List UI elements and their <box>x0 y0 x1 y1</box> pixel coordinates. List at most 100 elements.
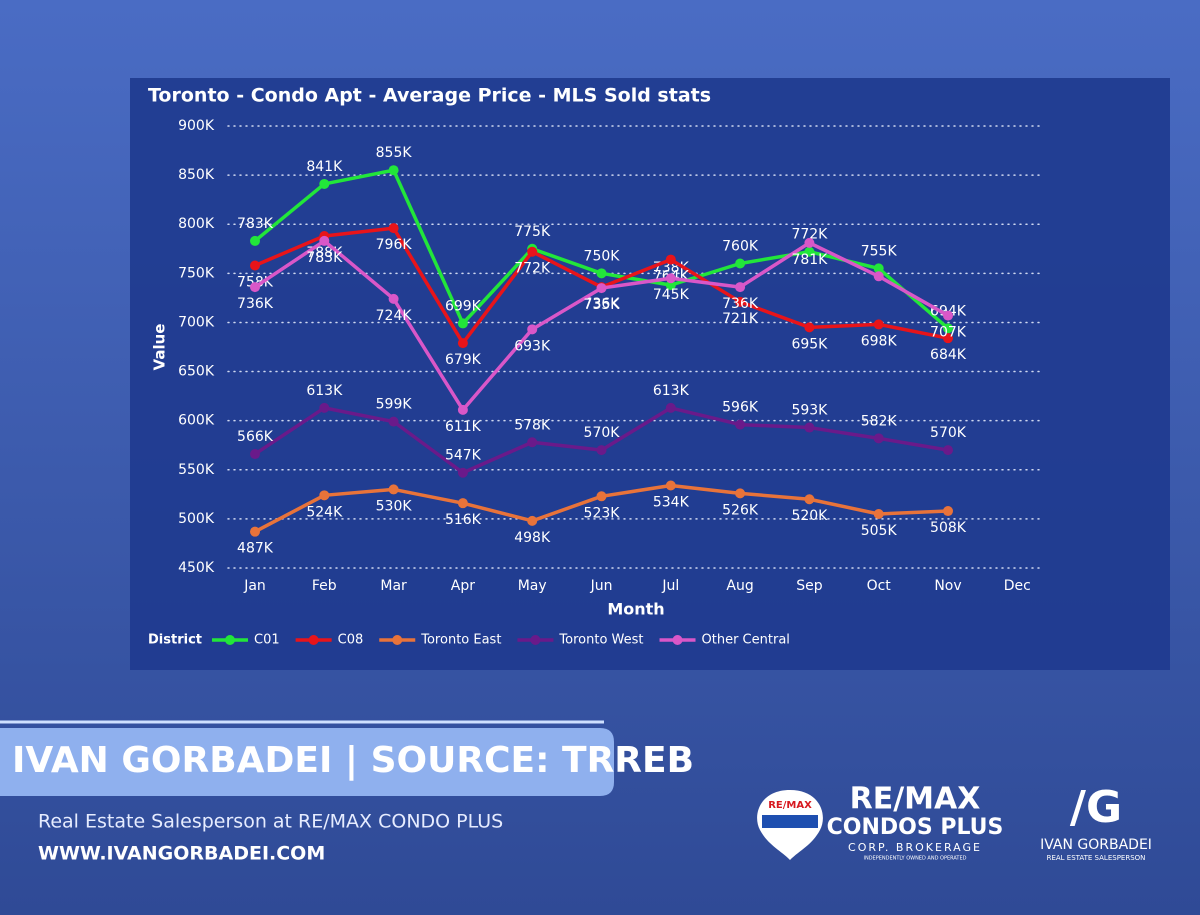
data-label: 707K <box>930 325 967 341</box>
data-label: 698K <box>861 333 898 349</box>
banner-text: IVAN GORBADEI | SOURCE: TRREB <box>12 740 694 781</box>
data-label: 578K <box>514 417 551 433</box>
data-point <box>665 254 676 265</box>
legend-marker <box>672 635 683 645</box>
data-point <box>250 282 260 293</box>
data-point <box>804 246 815 257</box>
brokerage-line1: RE/MAX <box>850 782 981 817</box>
x-tick-label: Oct <box>867 578 892 594</box>
data-label: 855K <box>376 145 413 161</box>
data-point <box>388 416 399 427</box>
data-label: 570K <box>584 425 621 441</box>
x-tick-label: Jun <box>590 578 613 594</box>
data-point <box>873 271 884 282</box>
data-label: 695K <box>791 336 828 352</box>
brokerage-line3: CORP. BROKERAGE <box>848 841 982 854</box>
data-label: 505K <box>861 523 898 539</box>
legend-label: C01 <box>254 633 280 648</box>
data-label: 699K <box>445 298 482 314</box>
data-point <box>943 333 953 344</box>
legend-label: Other Central <box>702 633 790 648</box>
data-label: 599K <box>376 397 413 413</box>
data-point <box>735 258 746 269</box>
data-point <box>804 422 815 433</box>
legend-label: Toronto West <box>558 633 643 648</box>
data-label: 596K <box>722 400 759 416</box>
brokerage-line4: INDEPENDENTLY OWNED AND OPERATED <box>863 856 966 862</box>
data-label: 593K <box>791 403 828 419</box>
data-label: 760K <box>722 239 759 255</box>
data-label: 745K <box>653 287 690 303</box>
data-point <box>735 419 746 430</box>
data-label: 783K <box>306 250 343 266</box>
x-tick-label: Jul <box>661 578 679 594</box>
chart-title: Toronto - Condo Apt - Average Price - ML… <box>148 85 711 107</box>
data-point <box>457 338 468 349</box>
data-label: 611K <box>445 419 482 435</box>
legend-title: District <box>148 633 202 648</box>
data-point <box>388 484 399 495</box>
data-point <box>319 235 330 246</box>
data-label: 487K <box>237 541 274 557</box>
data-point <box>319 490 330 501</box>
data-label: 781K <box>791 252 828 268</box>
banner-shape <box>0 728 614 796</box>
data-point <box>250 526 260 537</box>
data-point <box>943 323 953 334</box>
y-tick-label: 750K <box>178 265 215 281</box>
y-axis-title: Value <box>151 324 169 371</box>
data-point <box>735 296 746 307</box>
data-label: 775K <box>514 224 551 240</box>
data-label: 547K <box>445 448 482 464</box>
data-label: 520K <box>791 508 828 524</box>
data-label: 530K <box>376 498 413 514</box>
x-tick-label: Nov <box>934 578 961 594</box>
data-label: 755K <box>861 243 898 259</box>
data-point <box>527 437 538 448</box>
data-point <box>665 280 676 291</box>
data-label: 613K <box>306 383 343 399</box>
data-point <box>319 178 330 189</box>
data-point <box>873 263 884 274</box>
data-point <box>943 445 953 456</box>
data-label: 721K <box>722 311 759 327</box>
data-label: 679K <box>445 352 482 368</box>
legend: C01 C08 Toronto East Toronto West Other Cent… <box>212 633 790 648</box>
data-point <box>388 165 399 176</box>
data-label: 735K <box>584 297 621 313</box>
monogram: /G <box>1070 782 1122 833</box>
data-point <box>596 268 607 279</box>
x-tick-label: Apr <box>451 578 475 594</box>
data-point <box>804 322 815 333</box>
data-label: 772K <box>514 261 551 277</box>
y-tick-label: 900K <box>178 118 215 134</box>
x-tick-label: May <box>518 578 547 594</box>
subtitle: Real Estate Salesperson at RE/MAX CONDO … <box>38 811 503 833</box>
data-point <box>388 293 399 304</box>
legend-label: Toronto East <box>420 633 501 648</box>
data-label: 736K <box>237 296 274 312</box>
data-point <box>735 282 746 293</box>
chart-panel <box>130 78 1170 670</box>
brokerage-line2: CONDOS PLUS <box>827 815 1004 840</box>
y-tick-label: 450K <box>178 560 215 576</box>
data-point <box>735 488 746 499</box>
data-point <box>596 445 607 456</box>
data-label: 526K <box>722 502 759 518</box>
data-label: 841K <box>306 159 343 175</box>
data-point <box>250 235 260 246</box>
agent-title: REAL ESTATE SALESPERSON <box>1047 854 1146 862</box>
y-tick-label: 800K <box>178 216 215 232</box>
data-label: 498K <box>514 530 551 546</box>
data-point <box>943 310 953 321</box>
data-point <box>665 402 676 413</box>
y-tick-label: 600K <box>178 413 215 429</box>
balloon-band <box>762 815 818 828</box>
data-label: 613K <box>653 383 690 399</box>
data-point <box>388 223 399 234</box>
data-point <box>457 467 468 478</box>
data-point <box>457 318 468 329</box>
legend-marker <box>225 635 235 645</box>
data-label: 693K <box>514 338 551 354</box>
